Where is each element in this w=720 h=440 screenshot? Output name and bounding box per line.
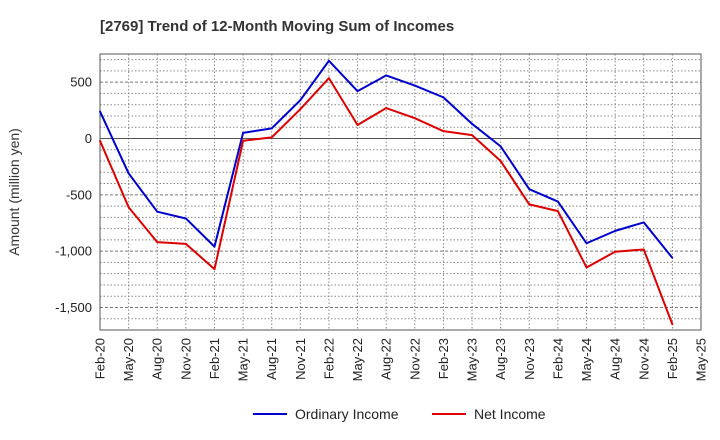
data-point xyxy=(557,200,559,203)
data-point xyxy=(642,221,645,224)
data-point xyxy=(442,130,445,133)
y-tick-label: 500 xyxy=(70,75,92,90)
data-point xyxy=(270,127,273,130)
data-point xyxy=(356,124,359,126)
x-tick-label: Feb-25 xyxy=(665,338,680,379)
data-point xyxy=(213,245,216,248)
data-point xyxy=(413,84,416,87)
x-tick-label: Nov-21 xyxy=(293,338,308,380)
data-point xyxy=(528,203,531,206)
data-point xyxy=(127,172,130,175)
data-point xyxy=(156,210,159,213)
x-tick-label: Aug-23 xyxy=(493,338,508,380)
x-tick-label: Feb-22 xyxy=(321,338,336,379)
data-point xyxy=(127,206,130,209)
chart-title: [2769] Trend of 12-Month Moving Sum of I… xyxy=(100,18,454,35)
y-tick-label: -1,500 xyxy=(55,300,92,315)
x-tick-label: Nov-20 xyxy=(178,338,193,380)
x-tick-label: Nov-24 xyxy=(636,338,651,380)
x-tick-label: Aug-24 xyxy=(608,338,623,380)
y-axis-label: Amount (million yen) xyxy=(6,128,22,256)
grid-layer xyxy=(100,54,701,330)
data-point xyxy=(642,248,645,251)
series-layer xyxy=(99,59,674,326)
x-tick-label: May-22 xyxy=(350,338,365,381)
y-tick-label: -500 xyxy=(66,187,92,202)
data-point xyxy=(471,122,473,125)
data-point xyxy=(442,96,445,99)
data-point xyxy=(585,266,588,269)
x-tick-label: Aug-21 xyxy=(264,338,279,380)
y-tick-label: -1,000 xyxy=(55,244,92,259)
data-point xyxy=(213,268,216,271)
data-point xyxy=(499,145,502,148)
x-tick-label: May-23 xyxy=(465,338,480,381)
data-point xyxy=(614,250,617,253)
data-point xyxy=(614,229,617,232)
data-point xyxy=(242,131,244,134)
data-point xyxy=(385,74,388,77)
x-tick-label: Aug-20 xyxy=(150,338,165,380)
data-point xyxy=(528,188,531,191)
data-point xyxy=(99,139,101,142)
x-tick-label: Feb-21 xyxy=(207,338,222,379)
data-point xyxy=(184,242,187,245)
plot-frame xyxy=(99,53,702,331)
x-tick-label: Feb-23 xyxy=(436,338,451,379)
data-point xyxy=(156,241,159,244)
x-tick-label: May-21 xyxy=(236,338,251,381)
data-point xyxy=(328,59,330,62)
x-tick-label: Feb-20 xyxy=(93,338,108,379)
data-point xyxy=(299,99,302,102)
x-tick-label: Aug-22 xyxy=(379,338,394,380)
data-point xyxy=(242,139,244,142)
data-point xyxy=(471,134,473,137)
data-point xyxy=(557,210,559,213)
data-point xyxy=(585,242,588,245)
data-point xyxy=(356,90,359,93)
data-point xyxy=(499,160,502,162)
legend-label: Net Income xyxy=(474,406,546,422)
data-point xyxy=(270,136,273,139)
x-tick-label: May-25 xyxy=(694,338,709,381)
data-point xyxy=(299,108,302,111)
legend: Ordinary Income Net Income xyxy=(253,406,546,422)
legend-label: Ordinary Income xyxy=(295,406,399,422)
x-tick-label: Nov-22 xyxy=(407,338,422,380)
data-point xyxy=(413,117,416,120)
data-point xyxy=(671,323,674,326)
data-point xyxy=(328,77,330,80)
data-point xyxy=(184,217,187,220)
x-tick-label: May-20 xyxy=(121,338,136,381)
x-tick-label: Feb-24 xyxy=(550,338,565,379)
x-tick-label: Nov-23 xyxy=(522,338,537,380)
y-tick-label: 0 xyxy=(85,131,92,146)
axis-layer: 500 0 -500 -1,000 -1,500 Feb-20 May-20 Aug-20 No… xyxy=(55,53,709,381)
data-point xyxy=(99,110,101,113)
data-point xyxy=(385,107,388,109)
data-point xyxy=(671,257,674,259)
x-tick-label: May-24 xyxy=(579,338,594,381)
